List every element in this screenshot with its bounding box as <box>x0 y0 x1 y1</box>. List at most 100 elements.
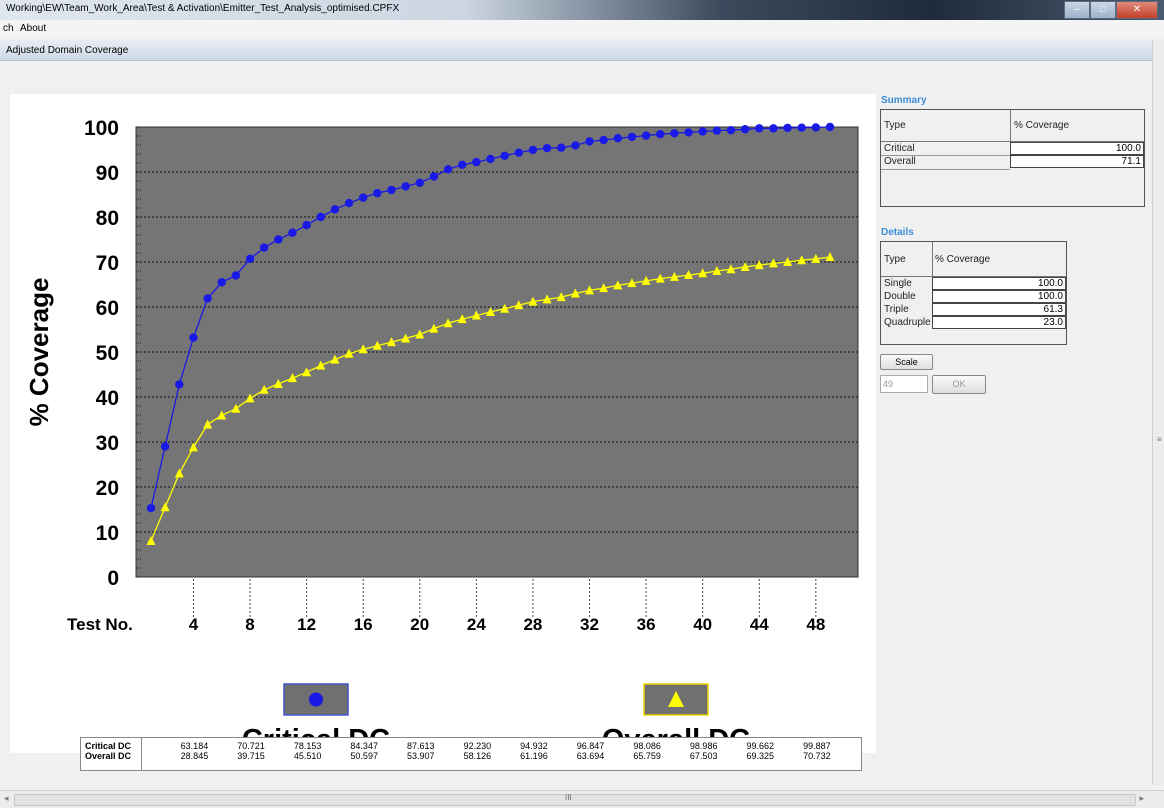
critical-dc-point <box>401 182 410 191</box>
critical-dc-point <box>288 228 297 237</box>
overall-dc-point <box>811 253 821 263</box>
overall-dc-point <box>570 288 580 298</box>
critical-dc-point <box>330 205 340 214</box>
critical-dc-point <box>175 380 184 389</box>
critical-dc-point <box>783 123 792 133</box>
overall-dc-point <box>457 314 467 324</box>
minimize-button[interactable]: – <box>1064 1 1090 19</box>
critical-dc-point <box>740 125 750 134</box>
y-tick-label: 30 <box>96 432 119 455</box>
critical-dc-point <box>811 123 821 132</box>
overall-dc-point <box>500 303 510 313</box>
critical-dc-point <box>316 212 325 222</box>
critical-dc-point <box>670 129 679 138</box>
table-critical-value: 96.847 <box>576 741 605 751</box>
overall-dc-point <box>273 378 283 388</box>
table-overall-value: 50.597 <box>350 751 378 761</box>
table-overall-value: 39.715 <box>237 751 265 761</box>
x-tick-label: 16 <box>354 615 373 634</box>
overall-dc-point <box>585 285 595 295</box>
summary-row-value: 71.1 <box>1010 155 1144 168</box>
critical-dc-point <box>344 198 354 208</box>
table-critical-value: 92.230 <box>463 741 492 751</box>
overall-dc-point <box>712 266 722 275</box>
critical-dc-point <box>443 165 453 174</box>
overall-dc-point <box>231 403 241 413</box>
critical-dc-point <box>217 278 226 287</box>
summary-col-type: Type <box>884 120 906 131</box>
panel-title: Adjusted Domain Coverage <box>6 45 129 56</box>
table-overall-value: 53.907 <box>407 751 435 761</box>
overall-dc-point <box>542 294 552 304</box>
scale-button[interactable]: Scale <box>880 354 933 370</box>
overall-dc-point <box>401 333 411 343</box>
critical-dc-point <box>684 128 693 137</box>
summary-col-coverage: % Coverage <box>1014 120 1070 131</box>
table-overall-value: 65.759 <box>633 751 661 761</box>
critical-dc-point <box>429 172 439 181</box>
dc-data-table: Critical DC Overall DC 63.184 28.845 70.721 3… <box>80 737 862 771</box>
overall-dc-point <box>783 257 793 266</box>
table-overall-value: 67.503 <box>689 751 718 761</box>
critical-dc-point <box>755 124 764 133</box>
table-overall-value: 28.845 <box>180 751 209 761</box>
legend-overall-marker <box>668 691 684 707</box>
summary-row-value: 100.0 <box>1010 142 1144 155</box>
details-row-value: 61.3 <box>932 303 1066 316</box>
summary-row-type: Critical <box>884 143 915 154</box>
close-button[interactable]: ✕ <box>1116 1 1158 19</box>
overall-dc-point <box>698 268 708 278</box>
overall-dc-point <box>415 329 425 339</box>
x-tick-label: 8 <box>245 615 254 634</box>
y-tick-label: 90 <box>96 162 119 185</box>
table-divider <box>141 738 142 770</box>
critical-dc-point <box>245 254 255 264</box>
details-row-type: Triple <box>884 304 909 315</box>
critical-dc-point <box>641 131 651 140</box>
scroll-thumb[interactable] <box>14 794 1136 806</box>
critical-dc-point <box>500 151 509 160</box>
critical-dc-point <box>302 220 311 230</box>
x-tick-label: 24 <box>467 615 486 634</box>
maximize-button[interactable]: □ <box>1090 1 1116 19</box>
scale-input[interactable]: 49 <box>880 375 928 393</box>
critical-dc-point <box>472 157 481 167</box>
critical-dc-point <box>825 122 835 132</box>
table-overall-value: 70.732 <box>803 751 831 761</box>
vertical-scrollbar[interactable]: ≡ <box>1152 40 1164 785</box>
scroll-right-icon[interactable]: ▸ <box>1139 793 1144 803</box>
chart-panel: 0 10 20 30 40 50 60 70 80 90 100% Coverage 4 8 12 16 20… <box>10 94 876 771</box>
table-overall-value: 45.510 <box>293 751 322 761</box>
overall-dc-point <box>768 258 778 268</box>
critical-dc-point <box>231 271 241 280</box>
table-critical-value: 78.153 <box>293 741 322 751</box>
scroll-left-icon[interactable]: ◂ <box>4 793 9 803</box>
summary-row-type: Overall <box>884 156 916 167</box>
overall-dc-point <box>556 292 566 302</box>
overall-dc-point <box>514 300 524 310</box>
overall-dc-point <box>203 419 213 429</box>
x-tick-label: 40 <box>693 615 712 634</box>
menu-item-search[interactable]: ch <box>3 23 14 34</box>
table-overall-value: 63.694 <box>576 751 605 761</box>
table-overall-value: 58.126 <box>463 751 492 761</box>
critical-dc-point <box>458 160 467 169</box>
horizontal-scrollbar[interactable]: ◂ III ▸ <box>0 790 1164 808</box>
critical-dc-point <box>189 333 198 342</box>
critical-dc-point <box>656 130 665 139</box>
summary-title: Summary <box>881 95 927 106</box>
overall-dc-point <box>330 354 340 364</box>
overall-dc-point <box>188 442 198 452</box>
x-tick-label: 44 <box>750 615 769 634</box>
menu-item-about[interactable]: About <box>20 23 47 34</box>
overall-dc-point <box>316 360 326 370</box>
ok-button[interactable]: OK <box>932 375 986 394</box>
critical-dc-point <box>698 127 707 136</box>
legend-critical-marker <box>309 692 323 707</box>
y-tick-label: 20 <box>96 477 119 500</box>
critical-dc-point <box>373 188 382 198</box>
details-row-type: Double <box>884 291 916 302</box>
details-row-value: 100.0 <box>932 277 1066 290</box>
overall-dc-point <box>797 255 807 265</box>
